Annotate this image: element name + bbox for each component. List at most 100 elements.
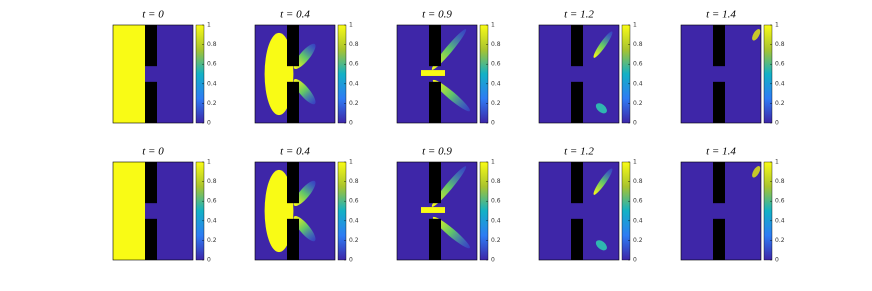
panel-frame: [680, 161, 762, 261]
panel-title: t = 1.4: [706, 146, 736, 158]
fluid-streak: [432, 79, 470, 112]
colorbar: [621, 161, 631, 261]
obstacle: [429, 218, 441, 260]
colorbar-tick-label: 0.2: [349, 100, 359, 107]
obstacle: [145, 162, 157, 204]
colorbar-tick-label: 0.6: [207, 61, 217, 68]
colorbar-tick-label: 0: [207, 120, 211, 127]
colorbar-tick-label: 0: [207, 257, 211, 264]
colorbar-tick-label: 0.2: [491, 100, 501, 107]
colorbar: [479, 24, 489, 124]
panel-title: t = 1.4: [706, 9, 736, 21]
obstacle: [713, 25, 725, 67]
colorbar-tick-label: 0.8: [207, 41, 217, 48]
obstacle: [287, 25, 299, 67]
colorbar-tick-label: 0: [775, 120, 779, 127]
colorbar-tick-label: 0: [775, 257, 779, 264]
colorbar-tick-label: 0.4: [491, 80, 501, 87]
colorbar-tick-label: 0.8: [491, 41, 501, 48]
colorbar-tick-label: 0.8: [491, 178, 501, 185]
colorbar-tick-label: 0.4: [775, 80, 785, 87]
obstacle: [287, 218, 299, 260]
colorbar-tick-label: 0.2: [207, 100, 217, 107]
colorbar-tick-label: 1: [349, 159, 353, 166]
colorbar-tick-label: 1: [491, 159, 495, 166]
panel-frame: [254, 161, 336, 261]
obstacle: [713, 218, 725, 260]
colorbar-tick-label: 1: [207, 159, 211, 166]
obstacle: [429, 162, 441, 204]
colorbar-tick-label: 0.4: [349, 217, 359, 224]
colorbar-tick-label: 0.2: [491, 237, 501, 244]
colorbar-tick-label: 0.8: [775, 178, 785, 185]
colorbar: [195, 161, 205, 261]
obstacle: [713, 81, 725, 123]
colorbar-tick-label: 0.2: [349, 237, 359, 244]
colorbar-tick-label: 0.8: [633, 178, 643, 185]
colorbar-tick-label: 0.6: [207, 198, 217, 205]
colorbar-tick-label: 0.6: [349, 198, 359, 205]
colorbar-tick-label: 0.2: [633, 237, 643, 244]
colorbar-tick-label: 0.4: [633, 80, 643, 87]
colorbar: [621, 24, 631, 124]
panel-title: t = 1.2: [564, 146, 594, 158]
fluid-streak: [421, 207, 445, 213]
colorbar: [479, 161, 489, 261]
colorbar-tick-label: 0: [633, 257, 637, 264]
colorbar-tick-label: 0.6: [349, 61, 359, 68]
fluid-streak: [432, 216, 470, 249]
colorbar-tick-label: 0.4: [491, 217, 501, 224]
colorbar-tick-label: 0.8: [349, 41, 359, 48]
colorbar-tick-label: 0.4: [207, 80, 217, 87]
fluid-streak: [421, 70, 445, 76]
obstacle: [287, 81, 299, 123]
panel-frame: [112, 161, 194, 261]
colorbar-tick-label: 0.6: [775, 198, 785, 205]
colorbar-tick-label: 0.6: [775, 61, 785, 68]
obstacle: [571, 162, 583, 204]
panel-frame: [538, 161, 620, 261]
colorbar-tick-label: 0.4: [633, 217, 643, 224]
colorbar-tick-label: 0: [491, 120, 495, 127]
colorbar-tick-label: 0.4: [775, 217, 785, 224]
colorbar: [195, 24, 205, 124]
colorbar-tick-label: 1: [491, 22, 495, 29]
panel-title: t = 0.9: [422, 146, 452, 158]
colorbar-tick-label: 0.2: [207, 237, 217, 244]
colorbar-tick-label: 0.2: [775, 100, 785, 107]
panel-frame: [538, 24, 620, 124]
panel-title: t = 0.9: [422, 9, 452, 21]
panel-title: t = 0.4: [280, 9, 310, 21]
panel-frame: [254, 24, 336, 124]
fluid-streak: [293, 78, 316, 105]
colorbar-tick-label: 0.8: [207, 178, 217, 185]
colorbar-tick-label: 1: [633, 22, 637, 29]
colorbar-tick-label: 0.8: [633, 41, 643, 48]
obstacle: [571, 25, 583, 67]
colorbar-tick-label: 0: [349, 257, 353, 264]
panel-title: t = 0: [142, 146, 164, 158]
colorbar-tick-label: 1: [775, 22, 779, 29]
panel-title: t = 1.2: [564, 9, 594, 21]
obstacle: [145, 218, 157, 260]
obstacle: [713, 162, 725, 204]
fluid-region: [264, 32, 294, 116]
colorbar-tick-label: 0.6: [633, 61, 643, 68]
fluid-region: [264, 169, 294, 253]
obstacle: [429, 81, 441, 123]
obstacle: [145, 25, 157, 67]
colorbar-tick-label: 0.8: [775, 41, 785, 48]
colorbar-tick-label: 0: [491, 257, 495, 264]
colorbar-tick-label: 0.6: [491, 61, 501, 68]
colorbar: [337, 161, 347, 261]
fluid-streak: [593, 31, 613, 58]
colorbar-tick-label: 0.8: [349, 178, 359, 185]
obstacle: [287, 162, 299, 204]
fluid-blob: [595, 240, 607, 251]
colorbar-tick-label: 1: [775, 159, 779, 166]
colorbar-tick-label: 1: [349, 22, 353, 29]
colorbar: [763, 24, 773, 124]
colorbar: [763, 161, 773, 261]
colorbar-tick-label: 0.4: [207, 217, 217, 224]
